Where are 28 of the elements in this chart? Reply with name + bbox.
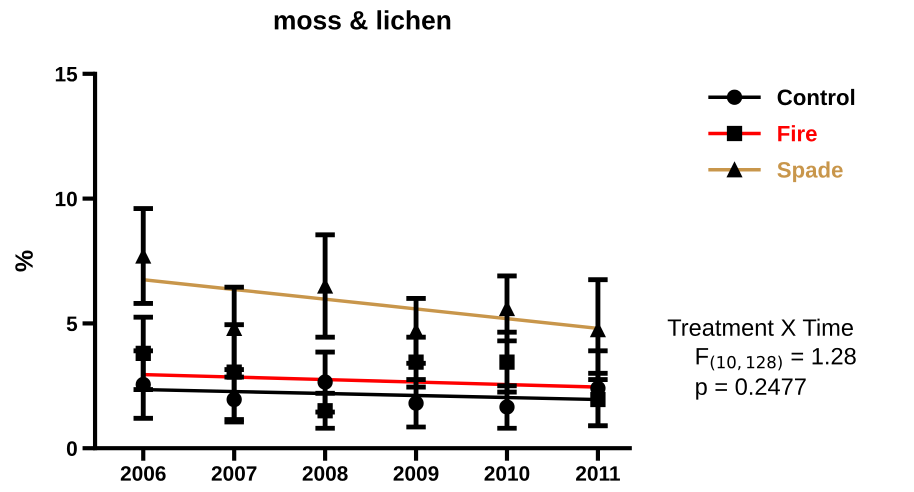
text: p = 0.2477 [696,378,806,400]
x-tick-label: 2006 [120,466,166,481]
point [226,392,242,408]
text: F$_{(10,128)}$ = 1.28 [696,348,856,370]
legend-label: Control [778,88,854,106]
x-tick-label: 2011 [576,466,620,481]
x-tick-label: 2010 [484,466,530,481]
chart-title: moss & lichen [274,10,450,30]
point [499,354,515,370]
y-tick-label: 10 [56,192,77,206]
point [590,392,606,408]
point [408,354,424,370]
y-tick-label: 15 [56,67,78,82]
text: Treatment X Time [668,318,853,336]
point [408,396,424,411]
point [499,399,515,415]
point [226,364,242,380]
point [317,374,333,390]
x-tick-label: 2008 [302,466,348,481]
y-axis-title: % [15,250,33,272]
y-tick-label: 0 [66,441,77,456]
x-tick-label: 2009 [394,466,438,481]
point [136,346,151,361]
legend-label: Fire [778,125,817,142]
legend-label: Spade [777,161,843,182]
point [317,403,333,418]
y-tick-label: 5 [66,316,78,332]
x-tick-label: 2007 [212,466,256,481]
